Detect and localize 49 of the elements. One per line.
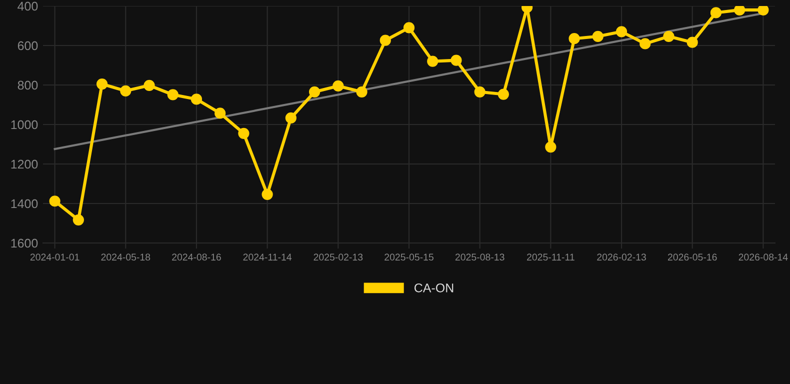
point (308, 86, 320, 98)
point (568, 33, 580, 44)
point (49, 196, 60, 207)
point (403, 22, 415, 34)
x-tick-label: 2024-01-01 (30, 254, 80, 261)
point (710, 7, 722, 18)
point (96, 78, 108, 90)
x-tick-label: 2025-05-15 (384, 254, 434, 261)
point (120, 85, 132, 96)
x-tick-label: 2026-05-16 (668, 254, 717, 261)
y-tick-label: 400 (18, 2, 38, 11)
point (640, 38, 651, 50)
point (663, 30, 674, 42)
x-tick-label: 2025-08-13 (455, 254, 504, 261)
x-tick-label: 2026-02-13 (597, 254, 646, 261)
x-tick-label: 2025-02-13 (314, 254, 363, 261)
point (72, 214, 84, 226)
point (285, 112, 296, 124)
y-tick-label: 1200 (11, 160, 38, 169)
x-tick-label: 2024-08-16 (172, 254, 221, 261)
y-tick-label: 800 (18, 80, 38, 90)
y-tick-label: 1600 (11, 238, 38, 248)
point (144, 80, 155, 91)
point (214, 108, 226, 119)
legend-label: CA-ON (414, 283, 454, 292)
point (616, 26, 628, 38)
point (450, 54, 462, 66)
point (686, 36, 698, 48)
point (427, 56, 438, 67)
y-tick-label: 600 (18, 41, 38, 50)
point (262, 188, 273, 200)
point (734, 6, 746, 16)
point (190, 94, 202, 105)
x-tick-label: 2026-08-14 (738, 254, 788, 261)
point (238, 128, 250, 139)
point (758, 6, 769, 16)
x-tick-label: 2024-05-18 (101, 254, 150, 261)
point (592, 30, 604, 42)
y-tick-label: 1000 (11, 120, 38, 130)
point (498, 88, 510, 100)
point (380, 34, 391, 46)
point (167, 89, 178, 100)
point (356, 86, 368, 98)
x-tick-label: 2025-11-11 (527, 254, 574, 261)
y-tick-label: 1400 (11, 199, 38, 208)
point (332, 80, 344, 92)
x-tick-label: 2024-11-14 (243, 254, 292, 261)
point (545, 141, 556, 153)
point (474, 86, 486, 98)
